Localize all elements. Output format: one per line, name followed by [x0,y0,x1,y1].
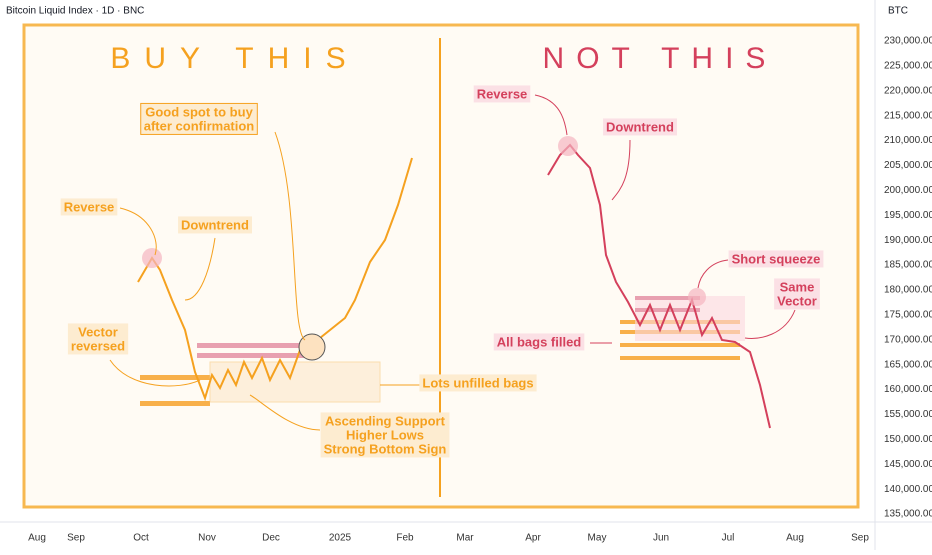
y-tick-label: 165,000.00 [884,359,932,370]
y-tick-label: 200,000.00 [884,185,932,196]
y-tick-label: 185,000.00 [884,260,932,271]
annotation-text: Reverse [477,86,528,101]
x-tick-label: Aug [786,533,804,544]
annotation-text: after confirmation [144,118,255,133]
x-tick-label: Oct [133,533,149,544]
y-tick-label: 215,000.00 [884,110,932,121]
y-tick-label: 170,000.00 [884,334,932,345]
label-bg [140,102,258,135]
annotation-text: Good spot to buy [145,104,253,119]
panel-title: BUY THIS [110,42,359,75]
y-tick-label: 140,000.00 [884,484,932,495]
y-tick-label: 210,000.00 [884,135,932,146]
annotation-text: Strong Bottom Sign [324,441,447,456]
label-bg [473,85,531,103]
x-tick-label: Jul [722,533,735,544]
annotation-text: Vector [777,293,817,308]
marker [688,288,706,306]
annotation-text: Ascending Support [325,413,446,428]
annotation: Reverse [60,198,118,216]
annotation-text: Same [780,279,815,294]
marker [558,136,578,156]
y-tick-label: 205,000.00 [884,160,932,171]
annotation-text: All bags filled [497,334,582,349]
x-tick-label: Sep [851,533,869,544]
y-tick-label: 230,000.00 [884,36,932,47]
annotation-text: Reverse [64,199,115,214]
y-tick-label: 145,000.00 [884,459,932,470]
annotation: Reverse [473,85,531,103]
y-tick-label: 150,000.00 [884,434,932,445]
panel-title: NOT THIS [543,42,778,75]
label-bg [493,333,585,351]
label-bg [320,412,450,458]
y-tick-label: 190,000.00 [884,235,932,246]
connectors [534,94,796,344]
x-tick-label: Mar [456,533,474,544]
price-line [547,143,771,429]
annotation: All bags filled [493,333,585,351]
y-tick-label: 160,000.00 [884,384,932,395]
y-tick-label: 180,000.00 [884,285,932,296]
annotation-text: Higher Lows [346,427,424,442]
x-tick-label: Aug [28,533,46,544]
label-bg [60,198,118,216]
annotation-text: Downtrend [181,217,249,232]
annotation-text: Vector [78,324,118,339]
label-bg [419,374,537,392]
marker [142,248,162,268]
y-tick-label: 135,000.00 [884,509,932,520]
label-bg [178,216,252,234]
annotation: Downtrend [603,118,677,136]
x-tick-label: Feb [396,533,414,544]
annotation-text: Short squeeze [732,251,821,266]
annotation-text: reversed [71,338,125,353]
y-tick-label: 195,000.00 [884,210,932,221]
price-line [137,157,413,402]
x-tick-label: Jun [653,533,669,544]
x-tick-label: Apr [525,533,541,544]
x-tick-label: Sep [67,533,85,544]
label-bg [774,278,820,310]
x-tick-label: Nov [198,533,216,544]
annotation: Short squeeze [728,250,824,268]
annotation: Lots unfilled bags [419,374,537,392]
currency: BTC [888,6,908,17]
x-tick-label: 2025 [329,533,352,544]
annotation-text: Lots unfilled bags [422,375,533,390]
label-bg [603,118,677,136]
annotation: Downtrend [178,216,252,234]
symbol: Bitcoin Liquid Index · 1D · BNC [6,6,144,17]
label-bg [728,250,824,268]
label-bg [67,323,129,355]
x-tick-label: Dec [262,533,280,544]
marker [298,333,326,361]
y-tick-label: 225,000.00 [884,61,932,72]
y-tick-label: 175,000.00 [884,310,932,321]
y-tick-label: 220,000.00 [884,85,932,96]
connectors [109,131,420,431]
x-tick-label: May [588,533,607,544]
annotation-text: Downtrend [606,119,674,134]
y-tick-label: 155,000.00 [884,409,932,420]
